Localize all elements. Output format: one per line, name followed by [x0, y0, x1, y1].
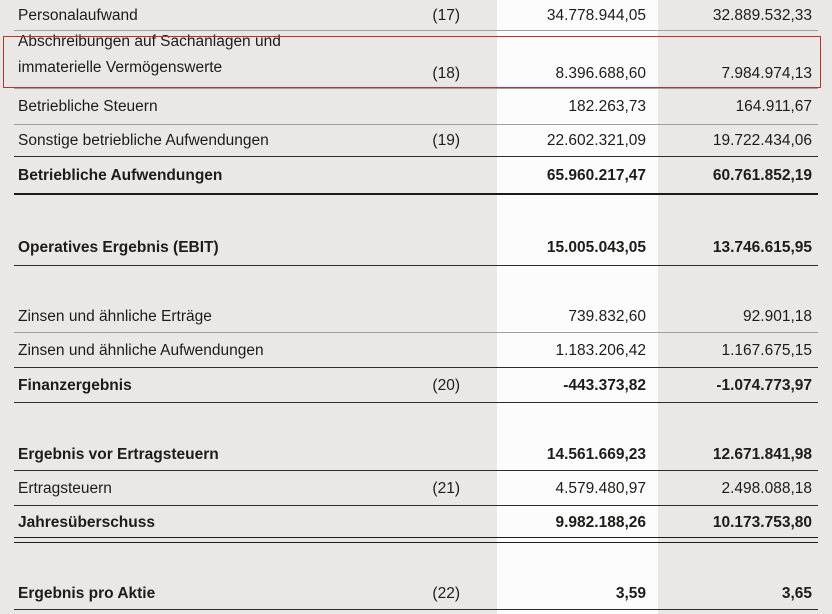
- note-reference: (20): [432, 376, 460, 394]
- row-label: Betriebliche Steuern: [18, 98, 158, 116]
- value-current-year: 1.183.206,42: [555, 341, 646, 359]
- value-current-year: 3,59: [615, 584, 646, 602]
- value-prior-year: 7.984.974,13: [721, 64, 812, 82]
- table-row: Betriebliche Aufwendungen 65.960.217,47 …: [0, 157, 832, 195]
- row-label: Operatives Ergebnis (EBIT): [18, 238, 219, 256]
- value-current-year: 14.561.669,23: [546, 445, 646, 463]
- value-current-year: 65.960.217,47: [546, 167, 646, 185]
- value-current-year: 8.396.688,60: [555, 64, 646, 82]
- value-prior-year: 2.498.088,18: [721, 479, 812, 497]
- value-current-year: 182.263,73: [568, 98, 646, 116]
- table-row: Ergebnis pro Aktie (22) 3,59 3,65: [0, 577, 832, 610]
- row-label: Abschreibungen auf Sachanlagen und immat…: [18, 33, 281, 76]
- value-prior-year: 164.911,67: [735, 98, 812, 116]
- row-label: Personalaufwand: [18, 6, 138, 24]
- spacer-row: [0, 195, 832, 229]
- value-prior-year: 60.761.852,19: [712, 167, 812, 185]
- value-prior-year: -1.074.773,97: [716, 376, 812, 394]
- row-label: Zinsen und ähnliche Aufwendungen: [18, 341, 264, 359]
- spacer-row: [0, 266, 832, 301]
- table-row: Zinsen und ähnliche Aufwendungen 1.183.2…: [0, 333, 832, 368]
- table-row: Sonstige betriebliche Aufwendungen (19) …: [0, 125, 832, 157]
- value-current-year: 34.778.944,05: [546, 6, 646, 24]
- current-year-column-band: [497, 0, 658, 614]
- table-row: Zinsen und ähnliche Erträge 739.832,60 9…: [0, 301, 832, 333]
- value-prior-year: 3,65: [781, 584, 812, 602]
- row-label: Jahresüberschuss: [18, 513, 155, 531]
- table-row: Personalaufwand (17) 34.778.944,05 32.88…: [0, 0, 832, 31]
- note-reference: (18): [432, 64, 460, 82]
- value-prior-year: 92.901,18: [743, 308, 812, 326]
- value-current-year: -443.373,82: [563, 376, 646, 394]
- row-label: Sonstige betriebliche Aufwendungen: [18, 132, 269, 150]
- value-prior-year: 12.671.841,98: [712, 445, 812, 463]
- value-prior-year: 1.167.675,15: [721, 341, 812, 359]
- note-reference: (17): [432, 6, 460, 24]
- spacer-row: [0, 539, 832, 577]
- table-row: Operatives Ergebnis (EBIT) 15.005.043,05…: [0, 229, 832, 266]
- table-row: Ertragsteuern (21) 4.579.480,97 2.498.08…: [0, 471, 832, 506]
- row-label: Ergebnis pro Aktie: [18, 584, 156, 602]
- table-row: Jahresüberschuss 9.982.188,26 10.173.753…: [0, 506, 832, 543]
- value-current-year: 4.579.480,97: [555, 479, 646, 497]
- table-row: Abschreibungen auf Sachanlagen und immat…: [0, 31, 832, 89]
- value-current-year: 739.832,60: [568, 308, 646, 326]
- spacer-row: [0, 610, 832, 614]
- row-label: Zinsen und ähnliche Erträge: [18, 308, 212, 326]
- note-reference: (22): [432, 584, 460, 602]
- value-prior-year: 19.722.434,06: [712, 132, 812, 150]
- row-label: Ergebnis vor Ertragsteuern: [18, 445, 219, 463]
- value-prior-year: 13.746.615,95: [712, 238, 812, 256]
- row-label: Finanzergebnis: [18, 376, 132, 394]
- value-prior-year: 32.889.532,33: [712, 6, 812, 24]
- value-current-year: 15.005.043,05: [546, 238, 646, 256]
- table-row: Betriebliche Steuern 182.263,73 164.911,…: [0, 89, 832, 125]
- value-prior-year: 10.173.753,80: [712, 513, 812, 531]
- note-reference: (19): [432, 132, 460, 150]
- value-current-year: 9.982.188,26: [555, 513, 646, 531]
- note-reference: (21): [432, 479, 460, 497]
- spacer-row: [0, 403, 832, 438]
- row-label: Ertragsteuern: [18, 479, 112, 497]
- row-label: Betriebliche Aufwendungen: [18, 167, 223, 185]
- table-row: Finanzergebnis (20) -443.373,82 -1.074.7…: [0, 368, 832, 403]
- value-current-year: 22.602.321,09: [546, 132, 646, 150]
- table-row: Ergebnis vor Ertragsteuern 14.561.669,23…: [0, 438, 832, 471]
